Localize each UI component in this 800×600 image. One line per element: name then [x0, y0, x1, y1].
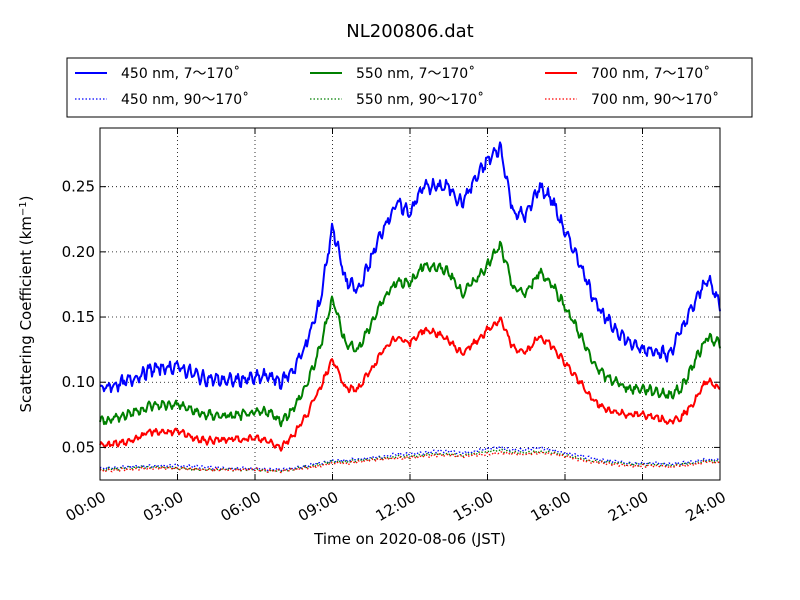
- y-axis-label-suffix: ): [17, 195, 35, 201]
- y-axis-label-exponent: −1: [18, 201, 29, 216]
- y-axis-label: Scattering Coefficient (km−1): [17, 195, 35, 412]
- x-tick-label: 12:00: [373, 488, 419, 525]
- legend-label-5: 700 nm, 90～170˚: [591, 91, 719, 108]
- y-tick-label: 0.20: [62, 243, 95, 261]
- series-line-2: [99, 316, 721, 452]
- y-axis-label-main: Scattering Coefficient (km: [17, 216, 35, 412]
- y-tick-label: 0.05: [62, 438, 95, 456]
- x-tick-label: 09:00: [295, 488, 341, 525]
- legend-label-4: 550 nm, 90～170˚: [356, 91, 484, 108]
- legend-label-1: 550 nm, 7～170˚: [356, 65, 475, 82]
- y-tick-label: 0.10: [62, 373, 95, 391]
- chart-title: NL200806.dat: [346, 21, 473, 42]
- x-tick-label: 21:00: [605, 488, 651, 525]
- x-tick-label: 15:00: [450, 488, 496, 525]
- x-tick-label: 24:00: [683, 488, 729, 525]
- legend-label-3: 450 nm, 90～170˚: [121, 91, 249, 108]
- grid: [100, 128, 720, 480]
- legend-label-0: 450 nm, 7～170˚: [121, 65, 240, 82]
- series-line-5: [99, 451, 721, 474]
- x-tick-label: 18:00: [528, 488, 574, 525]
- x-axis-label: Time on 2020-08-06 (JST): [313, 530, 506, 548]
- series-line-1: [99, 240, 721, 428]
- y-tick-label: 0.25: [62, 178, 95, 196]
- legend-label-2: 700 nm, 7～170˚: [591, 65, 710, 82]
- y-tick-label: 0.15: [62, 308, 95, 326]
- series-line-0: [99, 141, 721, 394]
- series-group: [99, 141, 721, 474]
- x-tick-label: 00:00: [63, 488, 109, 525]
- x-tick-label: 06:00: [218, 488, 264, 525]
- legend: 450 nm, 7～170˚ 550 nm, 7～170˚ 700 nm, 7～17…: [66, 57, 753, 118]
- x-tick-label: 03:00: [140, 488, 186, 525]
- legend-box: [66, 57, 753, 118]
